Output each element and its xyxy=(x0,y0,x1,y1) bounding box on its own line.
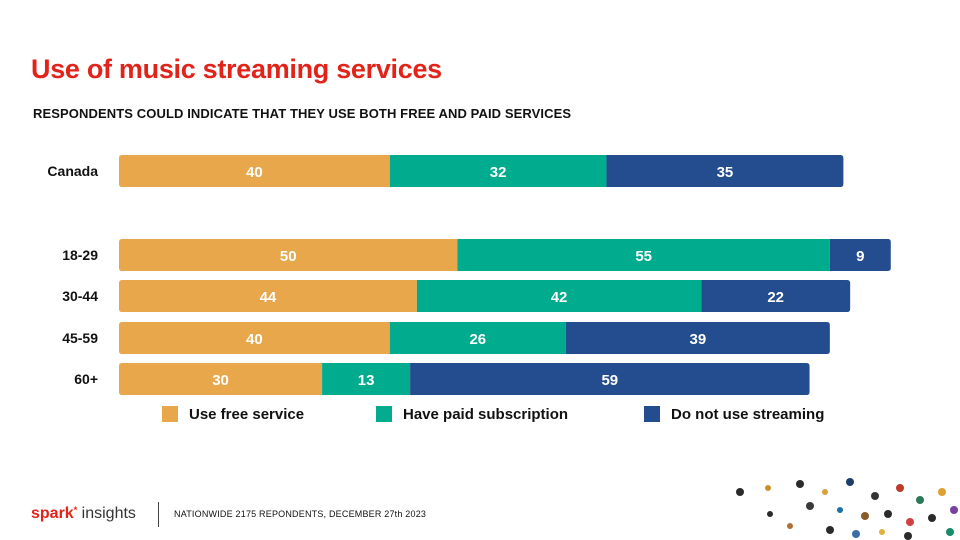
legend-label: Use free service xyxy=(189,406,304,423)
data-label: 22 xyxy=(767,289,784,306)
category-label: 60+ xyxy=(74,371,98,387)
legend-swatch xyxy=(162,406,178,422)
data-label: 59 xyxy=(601,372,618,389)
legend-label: Do not use streaming xyxy=(671,406,824,423)
crowd-decoration-image xyxy=(710,470,960,540)
logo-insights: insights xyxy=(82,505,136,522)
footer-note: NATIONWIDE 2175 REPONDENTS, DECEMBER 27t… xyxy=(174,509,426,519)
category-label: Canada xyxy=(47,163,98,179)
spark-insights-logo: spark* insights xyxy=(31,505,136,523)
data-label: 50 xyxy=(280,248,297,265)
logo-star-icon: * xyxy=(74,505,78,515)
data-label: 30 xyxy=(212,372,229,389)
logo-brand: spark xyxy=(31,505,74,522)
crowd-figures xyxy=(736,478,958,540)
data-label: 44 xyxy=(260,289,277,306)
data-label: 26 xyxy=(469,331,486,348)
stacked-bar-chart: Canada 40 32 35 18-29 50 55 9 30-44 44 42 22 45-59 40… xyxy=(0,0,960,440)
data-label: 32 xyxy=(490,164,507,181)
data-label: 40 xyxy=(246,164,263,181)
data-label: 39 xyxy=(689,331,706,348)
data-label: 55 xyxy=(635,248,652,265)
data-label: 9 xyxy=(856,248,864,265)
data-label: 42 xyxy=(551,289,568,306)
data-label: 40 xyxy=(246,331,263,348)
legend-swatch xyxy=(644,406,660,422)
category-label: 45-59 xyxy=(62,330,98,346)
legend-label: Have paid subscription xyxy=(403,406,568,423)
category-label: 18-29 xyxy=(62,247,98,263)
footer-divider xyxy=(158,502,159,527)
data-label: 35 xyxy=(717,164,734,181)
category-label: 30-44 xyxy=(62,288,98,304)
legend-swatch xyxy=(376,406,392,422)
data-label: 13 xyxy=(358,372,375,389)
